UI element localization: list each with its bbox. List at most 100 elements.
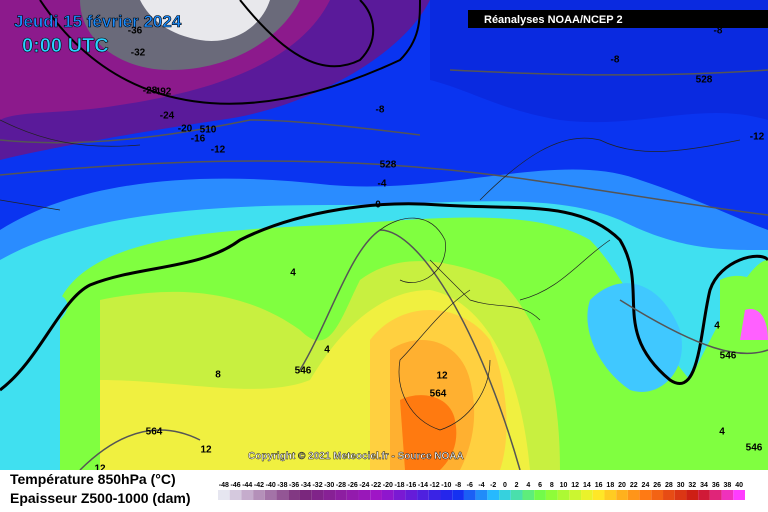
scale-swatch — [229, 490, 242, 500]
scale-swatch — [276, 490, 289, 500]
scale-label: 30 — [677, 482, 685, 489]
contour-label: 0 — [375, 200, 381, 211]
thickness-lines — [0, 69, 768, 471]
scale-label: -30 — [324, 482, 334, 489]
scale-label: 38 — [724, 482, 732, 489]
scale-swatch — [323, 490, 336, 500]
scale-label: 26 — [653, 482, 661, 489]
scale-label: -6 — [467, 482, 473, 489]
scale-label: 14 — [583, 482, 591, 489]
scale-swatch — [335, 490, 347, 500]
scale-label: 2 — [515, 482, 519, 489]
scale-swatch — [440, 490, 453, 500]
cold-isotherms — [39, 0, 421, 105]
contour-label: -24 — [160, 111, 175, 122]
scale-swatch — [545, 490, 558, 500]
scale-label: 36 — [712, 482, 720, 489]
scale-label: -2 — [490, 482, 496, 489]
temperature-field — [0, 0, 768, 470]
scale-label: 6 — [538, 482, 542, 489]
contour-label: 4 — [324, 345, 330, 356]
contour-label: -8 — [611, 55, 620, 66]
contour-label: 12 — [436, 371, 448, 382]
zero-isotherm — [0, 202, 768, 392]
contour-label: 12 — [94, 464, 106, 475]
contour-label: -4 — [378, 179, 387, 190]
contour-label: -36 — [128, 26, 143, 37]
contour-label: -12 — [211, 145, 226, 156]
scale-label: 40 — [735, 482, 743, 489]
scale-swatch — [522, 490, 535, 500]
legend-thickness: Epaisseur Z500-1000 (dam) — [10, 490, 191, 506]
scale-swatch — [604, 490, 617, 500]
contour-label: -8 — [714, 26, 723, 37]
scale-label: -14 — [418, 482, 428, 489]
scale-swatch — [299, 490, 312, 500]
scale-swatch — [405, 490, 418, 500]
scale-label: 20 — [618, 482, 626, 489]
legend-temperature: Température 850hPa (°C) — [10, 471, 176, 487]
scale-label: 22 — [630, 482, 638, 489]
scale-swatch — [721, 490, 734, 500]
contour-label: 8 — [215, 370, 221, 381]
scale-swatch — [241, 490, 254, 500]
scale-swatch — [358, 490, 371, 500]
scale-label: 32 — [688, 482, 696, 489]
scale-label: 18 — [606, 482, 614, 489]
contour-label: 564 — [146, 427, 163, 438]
contour-label: 528 — [380, 160, 397, 171]
scale-label: -38 — [277, 482, 287, 489]
scale-label: 28 — [665, 482, 673, 489]
scale-swatch — [253, 490, 265, 500]
scale-swatch — [733, 490, 745, 500]
scale-label: -20 — [383, 482, 393, 489]
scale-swatch — [346, 490, 359, 500]
scale-label: 0 — [503, 482, 507, 489]
scale-label: -32 — [312, 482, 322, 489]
scale-swatch — [557, 490, 570, 500]
scale-label: 12 — [571, 482, 579, 489]
contour-label: 12 — [200, 445, 212, 456]
scale-swatch — [651, 490, 664, 500]
time-label: 0:00 UTC — [22, 35, 109, 57]
scale-swatch — [417, 490, 429, 500]
scale-label: -24 — [359, 482, 369, 489]
contour-label: 546 — [720, 351, 737, 362]
scale-label: 24 — [642, 482, 650, 489]
color-scale: -48 -46 -44 -42 -40 -38 -36 -34 -32 -30 -28 -26 -24-… — [218, 482, 745, 500]
scale-label: -10 — [441, 482, 451, 489]
contour-label: 4 — [290, 268, 296, 279]
scale-swatch — [674, 490, 687, 500]
scale-label: 8 — [550, 482, 554, 489]
contour-label: 528 — [696, 75, 713, 86]
scale-label: 34 — [700, 482, 708, 489]
scale-label: -18 — [394, 482, 404, 489]
source-label: Réanalyses NOAA/NCEP 2 — [484, 14, 623, 26]
source-banner — [468, 10, 768, 28]
copyright: Copyright © 2021 Meteociel.fr - Source N… — [248, 451, 464, 462]
scale-label: -36 — [289, 482, 299, 489]
contour-label: -16 — [191, 134, 206, 145]
scale-swatch — [288, 490, 300, 500]
scale-swatch — [499, 490, 511, 500]
scale-swatch — [663, 490, 675, 500]
scale-swatch — [510, 490, 523, 500]
scale-swatch — [463, 490, 476, 500]
contour-label: -28 — [143, 86, 158, 97]
scale-label: 4 — [526, 482, 530, 489]
scale-label: -8 — [455, 482, 461, 489]
contour-label: -8 — [376, 105, 385, 116]
scale-swatch — [709, 490, 722, 500]
scale-swatch — [534, 490, 546, 500]
contour-label: -12 — [750, 132, 765, 143]
scale-swatch — [393, 490, 406, 500]
scale-swatch — [627, 490, 640, 500]
scale-label: -4 — [478, 482, 484, 489]
scale-swatch — [592, 490, 605, 500]
scale-swatch — [452, 490, 464, 500]
scale-swatch — [264, 490, 277, 500]
contour-label: 510 — [200, 125, 217, 136]
scale-swatch — [428, 490, 441, 500]
scale-label: -22 — [371, 482, 381, 489]
